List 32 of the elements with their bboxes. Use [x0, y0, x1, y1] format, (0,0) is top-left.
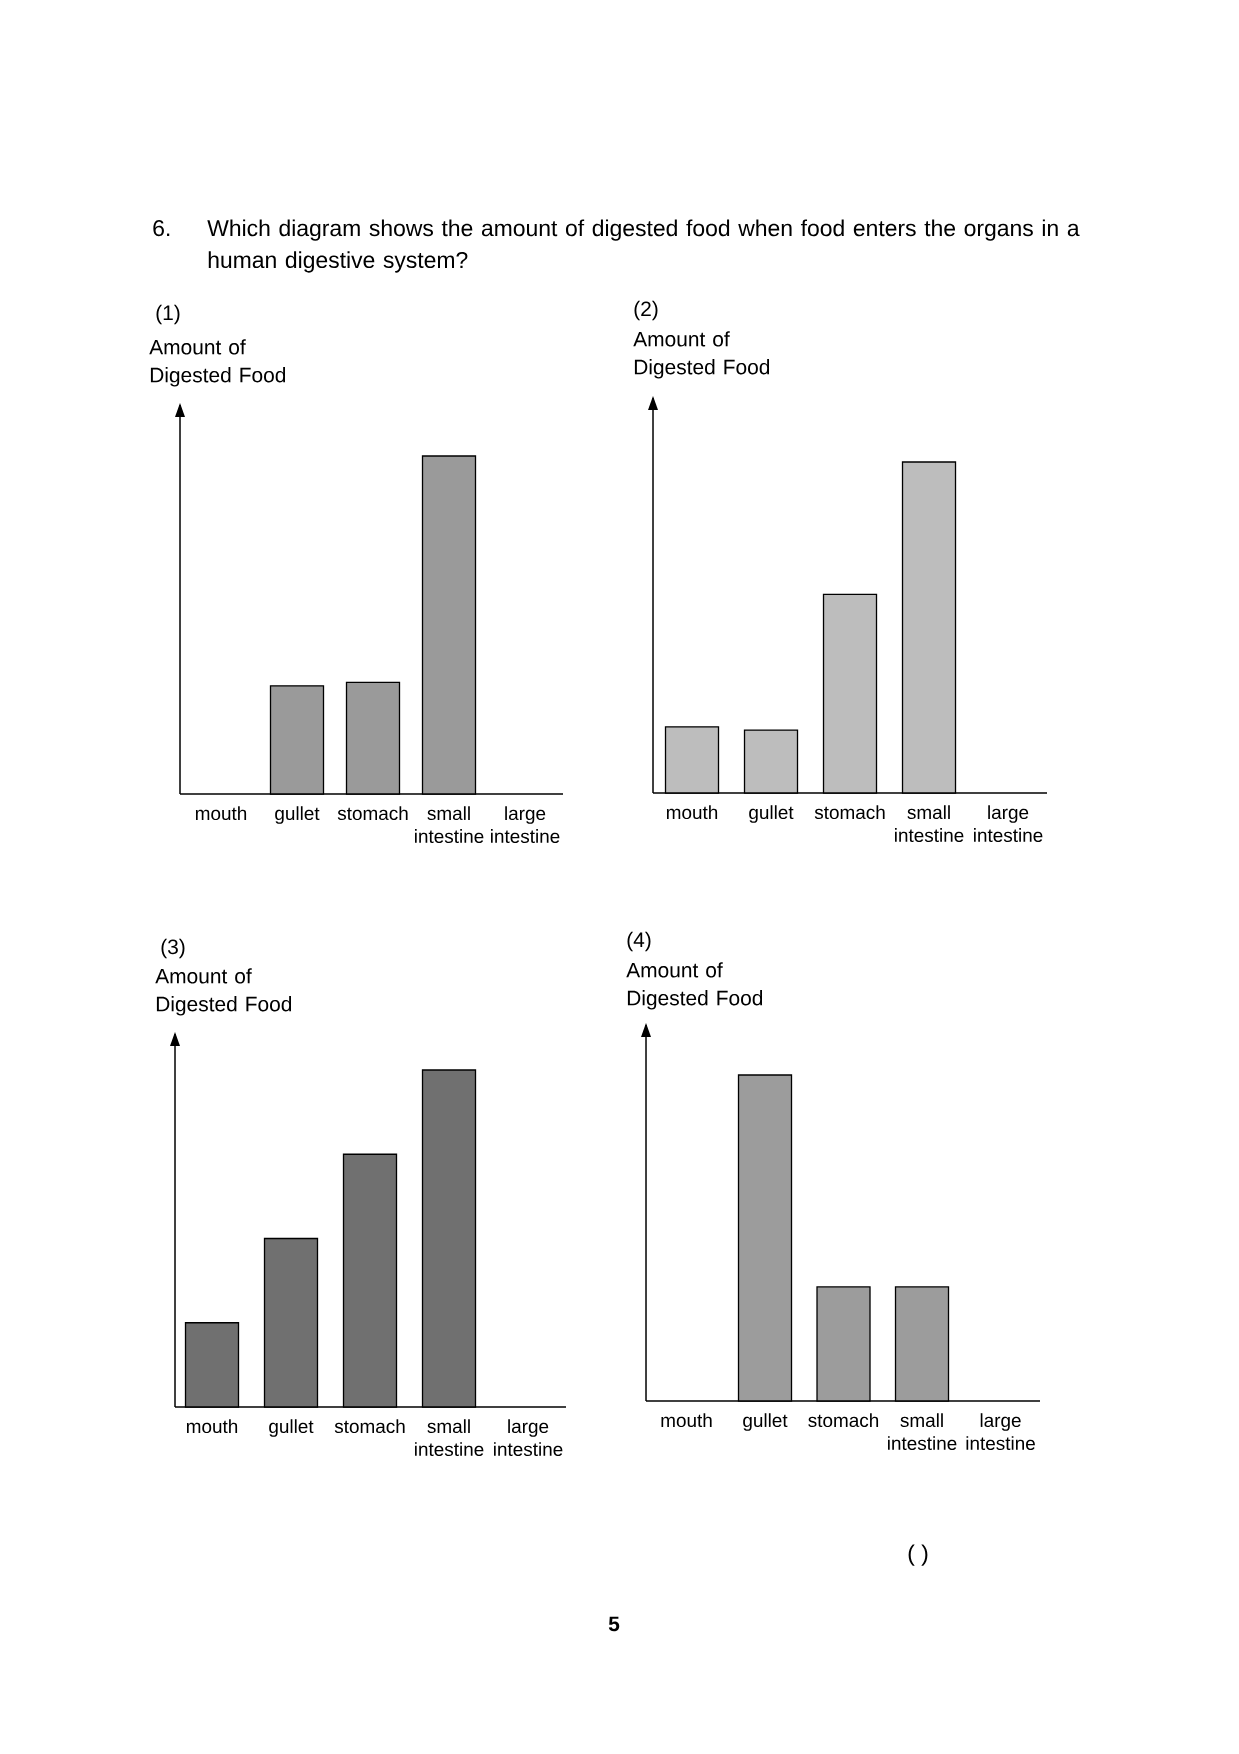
x-tick-label: stomach — [334, 1419, 405, 1434]
x-tick-label: mouth — [186, 1419, 238, 1434]
x-tick-label: stomach — [337, 806, 408, 821]
y-axis-title: Amount of Digested Food — [155, 968, 292, 1016]
text: 6. — [153, 220, 170, 237]
chart-title: (3) — [161, 938, 185, 959]
x-tick-label: stomach — [808, 1413, 879, 1428]
y-axis-title: Amount of Digested Food — [626, 962, 763, 1010]
x-tick-label: large intestine — [491, 806, 560, 844]
x-tick-label: small intestine — [415, 1419, 484, 1457]
x-tick-label: gullet — [269, 1419, 314, 1437]
x-tick-label: mouth — [661, 1413, 712, 1428]
x-tick-label: gullet — [275, 806, 320, 824]
text: 5 — [608, 1616, 620, 1632]
chart-title: (1) — [156, 304, 180, 325]
x-tick-label: small intestine — [895, 805, 964, 843]
x-tick-label: large intestine — [494, 1419, 563, 1457]
x-tick-label: gullet — [743, 1413, 788, 1431]
x-tick-label: mouth — [666, 805, 718, 820]
x-tick-label: small intestine — [888, 1413, 957, 1451]
text: Which diagram shows the amount of digested food when food enters the organs in a human digestive system? — [207, 219, 1080, 273]
chart-title: (2) — [634, 300, 658, 321]
x-tick-label: large intestine — [966, 1413, 1035, 1451]
x-tick-label: gullet — [749, 805, 794, 823]
text: ( ) — [908, 1544, 928, 1566]
x-tick-label: large intestine — [974, 805, 1043, 843]
x-tick-label: small intestine — [415, 806, 484, 844]
y-axis-title: Amount of Digested Food — [633, 331, 770, 379]
x-tick-label: mouth — [195, 806, 247, 821]
chart-title: (4) — [627, 931, 651, 952]
x-tick-label: stomach — [814, 805, 885, 820]
y-axis-title: Amount of Digested Food — [149, 339, 286, 387]
